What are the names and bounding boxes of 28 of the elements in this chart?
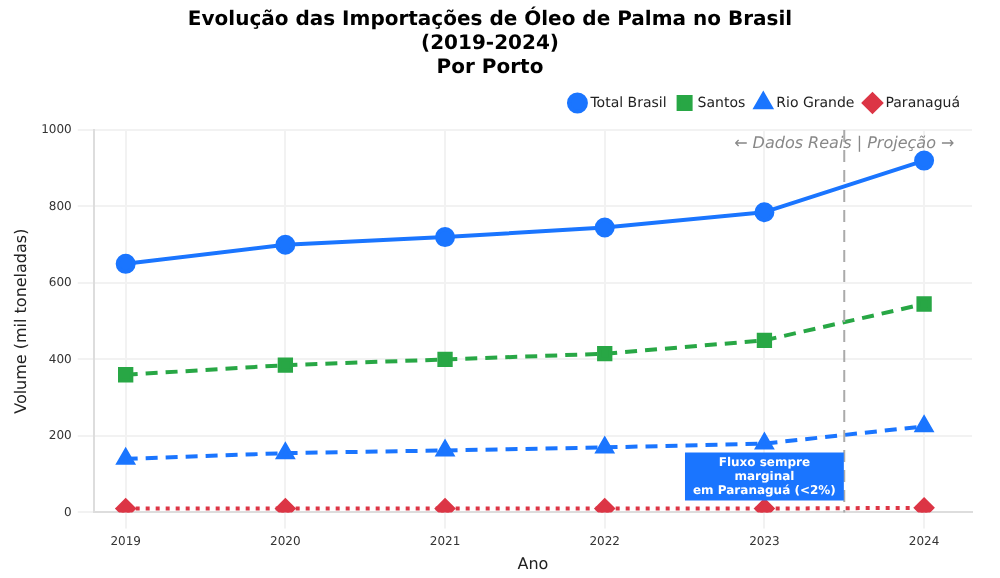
point — [914, 497, 935, 513]
point — [755, 433, 774, 450]
point — [277, 357, 294, 373]
ref-line-label: ← Dados Reais | Projeção → — [734, 134, 955, 153]
point — [915, 416, 934, 433]
point — [276, 443, 295, 460]
point — [756, 332, 773, 348]
point — [116, 448, 135, 465]
point — [594, 498, 615, 513]
y-axis-title: Volume (mil toneladas) — [11, 228, 30, 414]
point — [436, 440, 454, 457]
point — [754, 498, 775, 513]
point — [435, 498, 456, 513]
point — [275, 234, 296, 255]
point — [115, 253, 136, 274]
point — [118, 367, 134, 383]
point — [275, 498, 296, 513]
point — [754, 202, 775, 223]
x-axis-title: Ano — [517, 554, 549, 573]
point — [597, 346, 613, 362]
point — [437, 351, 453, 368]
chart-title: Evolução das Importações de Óleo de Palma no Brasil (2019-2024) Por Porto — [187, 5, 793, 80]
point — [914, 150, 935, 171]
point — [115, 498, 136, 513]
point — [435, 227, 456, 248]
point — [916, 296, 932, 312]
point — [594, 217, 615, 238]
point — [595, 437, 614, 454]
